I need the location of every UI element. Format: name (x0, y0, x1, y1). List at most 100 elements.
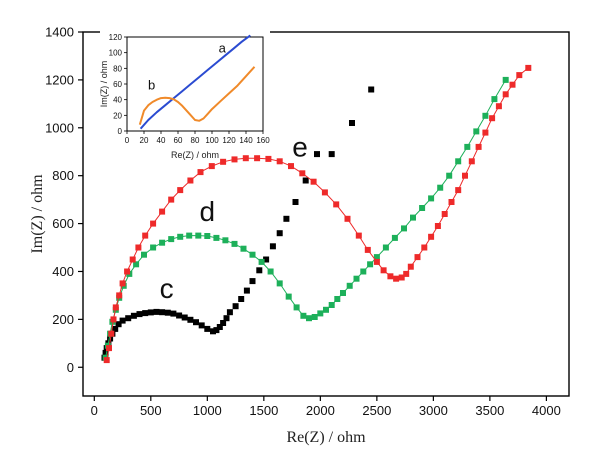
main-axis-ticks: 0 500 1000 1500 2000 2500 3000 3500 400002004006… (45, 25, 561, 419)
inset-y-tick-label: 80 (113, 64, 122, 73)
data-point-c (216, 324, 223, 330)
data-point-e (177, 187, 184, 194)
data-point-c (232, 303, 239, 310)
data-point-e (110, 316, 117, 323)
data-point-e (475, 143, 482, 150)
data-point-d (150, 244, 157, 251)
main-x-tick-label: 2000 (306, 403, 335, 418)
data-point-d (382, 244, 389, 251)
data-point-c (276, 230, 283, 237)
data-point-e (380, 267, 387, 274)
main-y-tick-label: 1400 (45, 25, 74, 40)
data-point-c (176, 312, 183, 319)
data-point-d (141, 251, 147, 258)
main-x-axis-label: Re(Z) / ohm (286, 429, 366, 446)
data-point-e (108, 330, 115, 337)
data-point-c (102, 349, 109, 356)
data-point-e (208, 163, 215, 170)
data-point-d (293, 304, 300, 311)
data-point-e (220, 158, 227, 165)
data-point-d (276, 280, 283, 287)
data-point-e (103, 357, 110, 364)
data-point-d (186, 232, 193, 239)
data-point-e (468, 158, 475, 165)
data-point-e (434, 223, 441, 229)
data-point-d (306, 315, 312, 322)
data-point-d (240, 245, 247, 252)
data-point-e (288, 163, 294, 170)
data-point-d (222, 237, 229, 244)
data-point-e (197, 169, 204, 176)
data-point-e (407, 263, 414, 270)
data-point-d (159, 239, 166, 246)
data-point-c (115, 321, 122, 328)
data-point-c (213, 327, 220, 334)
data-point-d (334, 296, 341, 302)
data-point-e (403, 270, 410, 277)
data-point-c (223, 315, 230, 322)
data-point-e (462, 172, 468, 179)
data-point-e (310, 178, 317, 185)
data-point-d (285, 293, 292, 300)
data-point-e (135, 244, 142, 251)
data-point-e (441, 211, 448, 217)
inset-y-tick-label: 0 (118, 127, 123, 136)
data-point-c (159, 309, 166, 316)
main-y-tick-label: 0 (67, 360, 74, 375)
curve-label-d: d (200, 196, 216, 227)
data-point-d (491, 96, 498, 103)
data-point-d (360, 268, 367, 275)
data-point-c (170, 310, 177, 317)
data-point-c (249, 278, 256, 285)
data-point-e (482, 129, 489, 136)
inset-x-tick-label: 40 (157, 136, 166, 145)
data-point-c (153, 308, 160, 315)
data-point-c (164, 309, 171, 316)
data-point-e (393, 275, 400, 282)
inset-x-tick-label: 80 (191, 136, 200, 145)
main-y-tick-label: 1000 (45, 120, 74, 135)
inset-x-tick-label: 160 (256, 136, 270, 145)
data-point-c (256, 267, 263, 274)
data-point-e (112, 304, 119, 311)
data-point-c (328, 151, 335, 158)
inset-series-layer (138, 34, 256, 130)
data-point-d (373, 254, 380, 261)
data-point-e (321, 189, 328, 196)
main-y-tick-label: 1200 (45, 72, 74, 87)
data-point-d (300, 312, 307, 319)
main-y-tick-label: 800 (52, 168, 74, 183)
inset-y-tick-label: 20 (113, 111, 122, 120)
main-x-tick-label: 1000 (193, 403, 222, 418)
data-point-c (112, 325, 119, 332)
data-point-c (130, 312, 137, 319)
data-point-e (414, 254, 421, 261)
data-point-d (473, 128, 480, 135)
data-point-d (231, 240, 238, 247)
inset-series-line-a (139, 34, 251, 130)
data-point-d (328, 302, 335, 308)
main-y-tick-label: 400 (52, 264, 74, 279)
data-point-d (428, 195, 435, 202)
data-point-e (231, 156, 238, 163)
data-point-c (147, 309, 154, 316)
data-point-d (367, 261, 374, 268)
main-plot-frame (82, 31, 570, 397)
data-point-d (177, 233, 184, 240)
inset-x-tick-label: 0 (125, 136, 130, 145)
inset-y-tick-label: 120 (109, 33, 123, 42)
data-point-d (213, 234, 220, 241)
data-point-e (299, 170, 306, 177)
data-point-c (368, 86, 375, 93)
data-point-e (495, 103, 502, 110)
data-point-c (119, 317, 126, 324)
data-point-c (136, 311, 143, 318)
data-point-e (265, 155, 272, 162)
data-point-e (168, 196, 175, 203)
data-point-e (373, 258, 380, 265)
data-point-d (258, 258, 265, 265)
inset-x-tick-label: 100 (205, 136, 219, 145)
